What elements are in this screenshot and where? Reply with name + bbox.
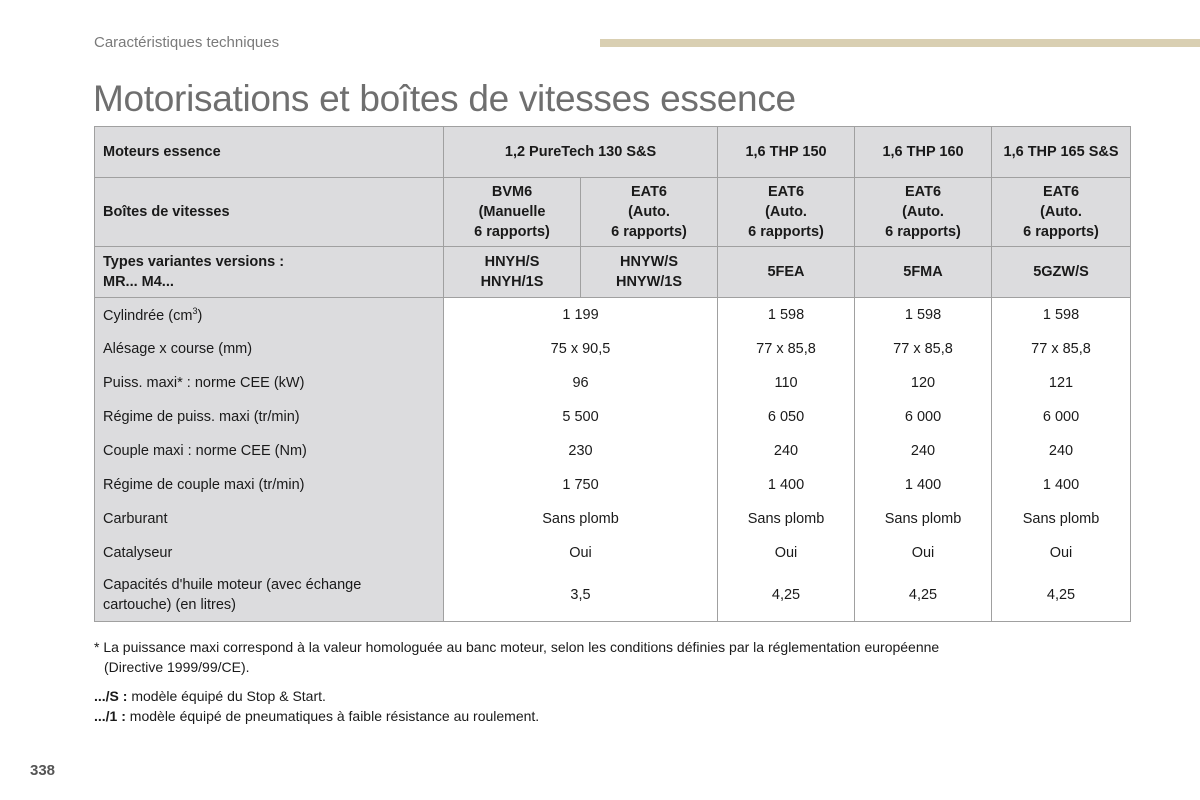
table-row: Puiss. maxi* : norme CEE (kW) 96 110 120… — [94, 365, 1132, 400]
legend-item: .../S : modèle équipé du Stop & Start. — [94, 688, 326, 704]
value-cell: Sans plomb — [991, 501, 1132, 536]
engines-label: Moteurs essence — [94, 126, 444, 178]
value-cell: Oui — [991, 535, 1132, 570]
value-cell: 1 400 — [991, 467, 1132, 502]
table-row: Capacités d'huile moteur (avec échange ca… — [94, 569, 1132, 622]
gearbox-label: Boîtes de vitesses — [94, 177, 444, 247]
row-label: Carburant — [94, 501, 444, 536]
value-cell: 1 400 — [854, 467, 993, 502]
gearbox-cell: BVM6 (Manuelle 6 rapports) — [443, 177, 581, 247]
value-cell: Oui — [854, 535, 993, 570]
gearbox-cell: EAT6 (Auto. 6 rapports) — [991, 177, 1132, 247]
value-cell: 1 598 — [854, 297, 993, 332]
value-cell: 77 x 85,8 — [717, 331, 856, 366]
engine-header: 1,6 THP 160 — [854, 126, 993, 178]
value-cell: 77 x 85,8 — [991, 331, 1132, 366]
table-row: Catalyseur Oui Oui Oui Oui — [94, 535, 1132, 570]
section-label: Caractéristiques techniques — [94, 34, 280, 51]
footnote-line: * La puissance maxi correspond à la vale… — [94, 639, 940, 655]
value-cell: 3,5 — [442, 569, 719, 622]
value-cell: 77 x 85,8 — [854, 331, 993, 366]
types-row: Types variantes versions : MR... M4... HN… — [94, 246, 1132, 298]
value-cell: 4,25 — [717, 569, 856, 622]
table-row: Alésage x course (mm) 75 x 90,5 77 x 85,… — [94, 331, 1132, 366]
type-cell: HNYW/S HNYW/1S — [579, 246, 719, 298]
type-cell: HNYH/S HNYH/1S — [443, 246, 581, 298]
type-cell: 5FEA — [717, 246, 856, 298]
legend-item: .../1 : modèle équipé de pneumatiques à … — [94, 708, 539, 724]
engines-row: Moteurs essence 1,2 PureTech 130 S&S 1,6… — [94, 126, 1132, 178]
value-cell: 6 050 — [717, 399, 856, 434]
gearbox-cell: EAT6 (Auto. 6 rapports) — [854, 177, 993, 247]
value-cell: 110 — [717, 365, 856, 400]
value-cell: 96 — [442, 365, 719, 400]
row-label: Couple maxi : norme CEE (Nm) — [94, 433, 444, 468]
value-cell: Sans plomb — [717, 501, 856, 536]
value-cell: 1 598 — [991, 297, 1132, 332]
value-cell: 6 000 — [854, 399, 993, 434]
accent-bar — [600, 39, 1200, 47]
legend-text: modèle équipé du Stop & Start. — [127, 688, 326, 704]
value-cell: 1 750 — [442, 467, 719, 502]
footnote-line: (Directive 1999/99/CE). — [104, 659, 250, 675]
value-cell: 230 — [442, 433, 719, 468]
type-cell: 5GZW/S — [991, 246, 1132, 298]
gearbox-row: Boîtes de vitesses BVM6 (Manuelle 6 rappor… — [94, 177, 1132, 247]
value-cell: Oui — [442, 535, 719, 570]
value-cell: 1 598 — [717, 297, 856, 332]
row-label: Puiss. maxi* : norme CEE (kW) — [94, 365, 444, 400]
table-row: Couple maxi : norme CEE (Nm) 230 240 240… — [94, 433, 1132, 468]
table-row: Carburant Sans plomb Sans plomb Sans plo… — [94, 501, 1132, 536]
legend-key: .../S : — [94, 688, 128, 704]
legend-text: modèle équipé de pneumatiques à faible r… — [125, 708, 540, 724]
row-label: Catalyseur — [94, 535, 444, 570]
footnote: * La puissance maxi correspond à la vale… — [94, 637, 1094, 677]
table-row: Cylindrée (cm3) 1 199 1 598 1 598 1 598 — [94, 297, 1132, 332]
type-cell: 5FMA — [854, 246, 993, 298]
row-label: Régime de puiss. maxi (tr/min) — [94, 399, 444, 434]
value-cell: 5 500 — [442, 399, 719, 434]
row-label: Régime de couple maxi (tr/min) — [94, 467, 444, 502]
value-cell: 1 400 — [717, 467, 856, 502]
value-cell: 4,25 — [991, 569, 1132, 622]
table-row: Régime de couple maxi (tr/min) 1 750 1 4… — [94, 467, 1132, 502]
value-cell: 4,25 — [854, 569, 993, 622]
engine-header: 1,2 PureTech 130 S&S — [442, 126, 719, 178]
value-cell: Sans plomb — [442, 501, 719, 536]
row-label: Cylindrée (cm3) — [94, 297, 444, 332]
value-cell: 240 — [991, 433, 1132, 468]
value-cell: 1 199 — [442, 297, 719, 332]
table-row: Régime de puiss. maxi (tr/min) 5 500 6 0… — [94, 399, 1132, 434]
legend-key: .../1 : — [94, 708, 126, 724]
gearbox-cell: EAT6 (Auto. 6 rapports) — [717, 177, 856, 247]
gearbox-cell: EAT6 (Auto. 6 rapports) — [579, 177, 719, 247]
value-cell: Oui — [717, 535, 856, 570]
value-cell: Sans plomb — [854, 501, 993, 536]
value-cell: 75 x 90,5 — [442, 331, 719, 366]
engine-header: 1,6 THP 150 — [717, 126, 856, 178]
value-cell: 6 000 — [991, 399, 1132, 434]
value-cell: 120 — [854, 365, 993, 400]
page-title: Motorisations et boîtes de vitesses esse… — [93, 78, 796, 119]
value-cell: 240 — [717, 433, 856, 468]
value-cell: 240 — [854, 433, 993, 468]
page-number: 338 — [30, 762, 56, 779]
types-label: Types variantes versions : MR... M4... — [94, 246, 444, 298]
specs-table: Moteurs essence 1,2 PureTech 130 S&S 1,6… — [94, 126, 1132, 622]
engine-header: 1,6 THP 165 S&S — [991, 126, 1132, 178]
row-label: Capacités d'huile moteur (avec échange ca… — [94, 569, 444, 622]
row-label: Alésage x course (mm) — [94, 331, 444, 366]
value-cell: 121 — [991, 365, 1132, 400]
